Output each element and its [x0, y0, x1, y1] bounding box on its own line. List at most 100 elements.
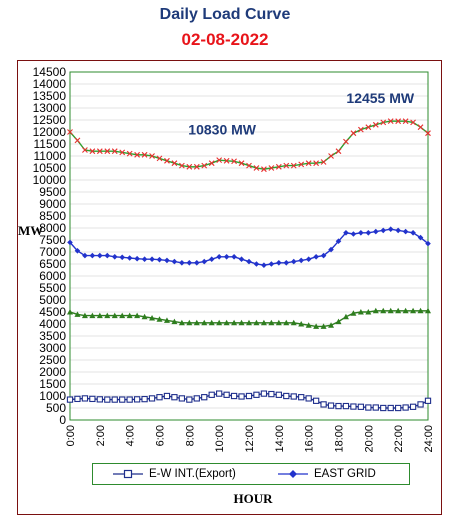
- series-3-point: [223, 319, 230, 326]
- east-grid-point: [402, 228, 409, 235]
- series-3-point: [141, 313, 148, 320]
- series-1-point: [119, 149, 126, 156]
- e-w-int-export-point: [74, 395, 81, 403]
- series-3-point: [208, 319, 215, 326]
- x-tick-6:00: 6:00: [155, 425, 167, 446]
- series-3-point: [171, 318, 178, 325]
- chart-title: Daily Load Curve: [159, 6, 291, 23]
- e-w-int-export-point: [163, 392, 171, 400]
- e-w-int-export-point: [201, 394, 208, 401]
- y-tick-4500: 4500: [39, 305, 66, 319]
- series-1-point: [156, 155, 163, 162]
- series-3-point: [380, 307, 387, 314]
- e-w-int-export-point: [402, 404, 409, 411]
- series-1-point: [208, 160, 215, 167]
- east-grid-point: [82, 252, 88, 259]
- east-grid-point: [298, 257, 305, 264]
- east-grid-point: [111, 254, 118, 260]
- y-tick-10000: 10000: [33, 173, 67, 187]
- x-tick-16:00: 16:00: [304, 425, 316, 453]
- y-tick-8000: 8000: [39, 221, 66, 235]
- y-tick-9500: 9500: [39, 185, 66, 199]
- x-tick-24:00: 24:00: [423, 425, 435, 453]
- x-tick-12:00: 12:00: [244, 425, 256, 453]
- series-3-point: [298, 321, 305, 327]
- east-grid-point: [290, 258, 297, 265]
- e-w-int-export-point: [387, 404, 394, 412]
- series-1-point: [178, 162, 185, 169]
- series-3-point: [134, 312, 141, 319]
- series-3-point: [126, 312, 133, 319]
- x-tick-18:00: 18:00: [334, 425, 346, 453]
- x-tick-20:00: 20:00: [363, 425, 375, 453]
- east-grid-point: [410, 230, 416, 236]
- east-grid-point: [74, 248, 81, 254]
- y-tick-13000: 13000: [33, 101, 67, 115]
- y-tick-3500: 3500: [39, 329, 66, 343]
- annotations: 10830 MW 12455 MW: [188, 90, 415, 137]
- y-tick-12500: 12500: [33, 113, 67, 127]
- e-w-int-export-point: [111, 396, 118, 403]
- series-1-point: [216, 157, 223, 163]
- series-3-point: [246, 319, 252, 326]
- y-tick-6500: 6500: [39, 257, 66, 271]
- e-w-int-export-point: [424, 397, 432, 404]
- east-grid-point: [171, 258, 178, 265]
- e-w-int-export-point: [96, 396, 103, 403]
- y-tick-5000: 5000: [39, 293, 66, 307]
- e-w-int-export-point: [186, 396, 193, 403]
- series-3-point: [253, 319, 260, 326]
- east-grid-point: [380, 227, 387, 234]
- east-grid-point: [216, 254, 222, 260]
- series-group: [66, 118, 432, 412]
- east-grid-point: [141, 256, 148, 262]
- east-grid-point: [328, 246, 334, 253]
- east-grid-point: [193, 260, 200, 266]
- series-1-point: [275, 163, 282, 170]
- series-3-point: [216, 319, 223, 326]
- series-1-point: [261, 166, 267, 173]
- e-w-int-export-point: [238, 393, 245, 400]
- series-3-point: [402, 307, 409, 314]
- series-1-point: [67, 129, 73, 135]
- series-1-point: [186, 163, 193, 170]
- series-1-point: [425, 130, 431, 137]
- series-3-point: [178, 319, 185, 326]
- series-3-point: [425, 307, 431, 314]
- chart-legend: E-W INT.(Export) EAST GRID: [92, 463, 410, 485]
- series-1-point: [223, 157, 230, 164]
- series-3-point: [342, 313, 349, 320]
- e-w-int-export-point: [253, 391, 260, 398]
- east-grid-point: [395, 227, 401, 234]
- series-3-point: [395, 307, 402, 314]
- y-tick-2000: 2000: [39, 365, 66, 379]
- e-w-int-export-point: [126, 396, 133, 403]
- east-grid-point: [179, 260, 185, 266]
- series-1-point: [357, 126, 364, 133]
- e-w-int-export-point: [148, 395, 156, 402]
- y-tick-500: 500: [46, 401, 66, 415]
- y-tick-14500: 14500: [33, 65, 67, 79]
- e-w-int-export-point: [350, 403, 357, 410]
- series-1-point: [417, 124, 424, 131]
- series-3-point: [156, 316, 163, 322]
- series-3-point: [410, 307, 417, 314]
- east-grid-point: [343, 230, 349, 236]
- e-w-int-export-point: [372, 404, 379, 411]
- series-3-point: [119, 312, 126, 319]
- east-grid-point: [268, 261, 275, 267]
- series-1-point: [238, 160, 245, 167]
- series-1-point: [246, 162, 252, 169]
- series-3-point: [260, 319, 267, 326]
- east-grid-point: [350, 231, 357, 237]
- series-1-point: [201, 162, 208, 169]
- series-3-point: [81, 312, 88, 319]
- east-grid-point: [201, 258, 208, 265]
- series-1-point: [335, 148, 342, 155]
- east-grid-point: [238, 256, 245, 262]
- series-1-point: [171, 160, 178, 167]
- e-w-int-export-point: [223, 391, 230, 398]
- series-1-point: [74, 137, 81, 144]
- y-tick-2500: 2500: [39, 353, 66, 367]
- y-tick-9000: 9000: [39, 197, 66, 211]
